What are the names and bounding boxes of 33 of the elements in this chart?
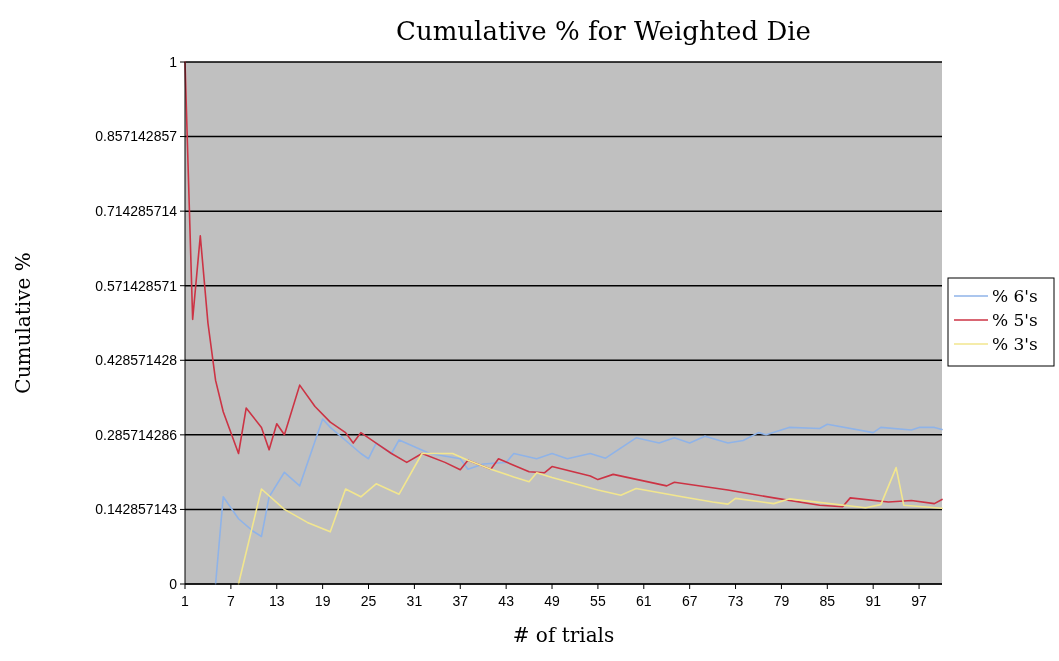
x-tick-label: 19 — [314, 593, 331, 609]
y-tick-label: 0.142857143 — [95, 501, 178, 518]
x-tick-label: 1 — [181, 593, 190, 609]
x-tick-label: 7 — [226, 593, 235, 609]
x-tick-label: 79 — [773, 593, 790, 609]
y-axis-title: Cumulative % — [11, 252, 35, 394]
legend-label: % 5's — [992, 309, 1038, 330]
x-axis-title: # of trials — [512, 623, 615, 647]
x-tick-label: 67 — [681, 593, 698, 609]
y-tick-label: 0.285714286 — [95, 426, 178, 443]
x-tick-label: 37 — [452, 593, 469, 609]
x-tick-label: 13 — [268, 593, 285, 609]
x-tick-label: 85 — [819, 593, 836, 609]
legend-label: % 6's — [992, 285, 1038, 306]
y-tick-label: 1 — [169, 53, 178, 70]
x-tick-label: 25 — [360, 593, 377, 609]
x-tick-label: 31 — [406, 593, 423, 609]
x-tick-label: 43 — [498, 593, 515, 609]
x-tick-label: 49 — [544, 593, 561, 609]
line-series — [237, 452, 943, 585]
chart-title: Cumulative % for Weighted Die — [396, 16, 811, 46]
y-tick-label: 0.857142857 — [95, 128, 178, 145]
y-tick-label: 0 — [169, 575, 178, 592]
line-series — [214, 418, 943, 585]
y-tick-label: 0.428571428 — [95, 352, 178, 369]
x-tick-label: 91 — [865, 593, 882, 609]
x-tick-label: 97 — [911, 593, 928, 609]
x-tick-label: 55 — [590, 593, 606, 609]
legend-label: % 3's — [992, 333, 1038, 354]
y-tick-label: 0.714285714 — [95, 203, 178, 220]
x-tick-label: 61 — [636, 593, 652, 609]
y-tick-label: 0.571428571 — [95, 277, 178, 294]
x-tick-label: 73 — [727, 593, 744, 609]
